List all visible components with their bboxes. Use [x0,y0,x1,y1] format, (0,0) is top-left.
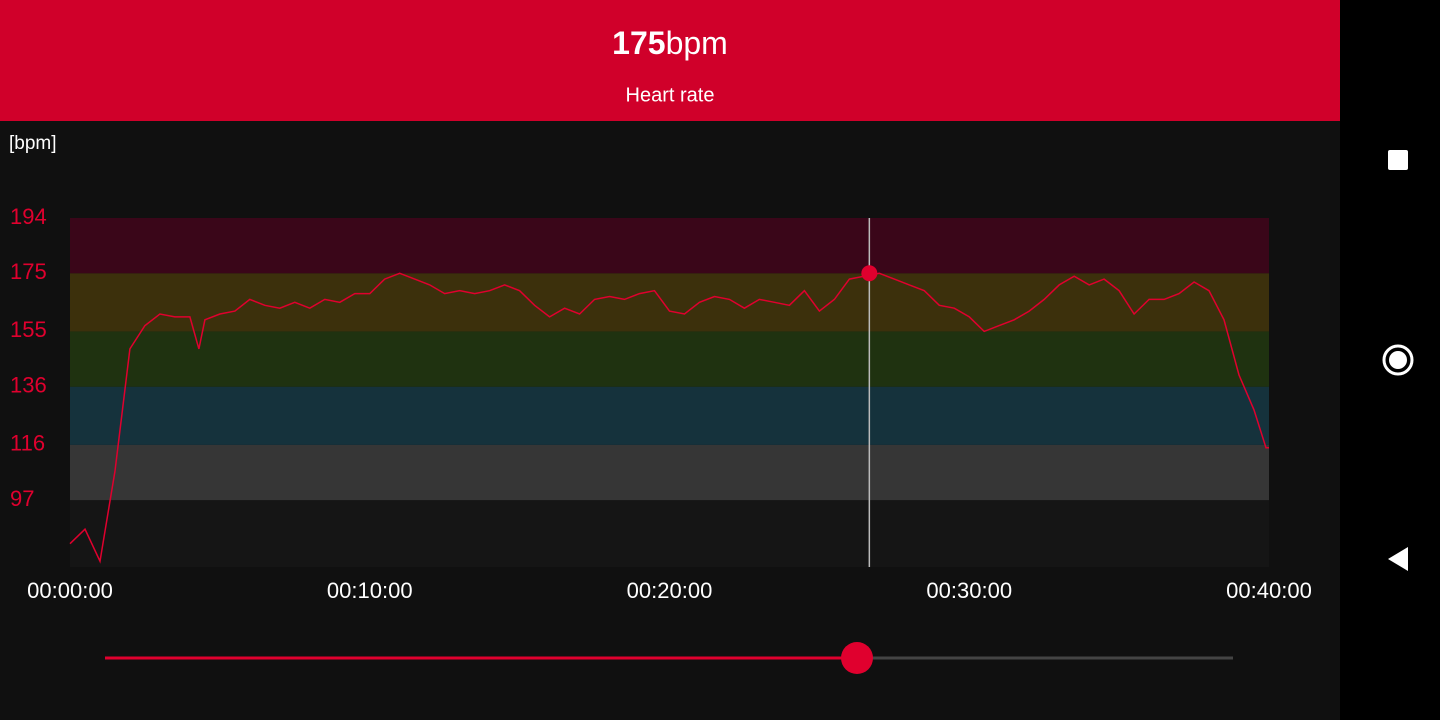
zone-band [70,331,1269,387]
header [0,0,1340,121]
y-axis-label: [bpm] [9,133,57,154]
home-button-inner [1389,351,1407,369]
y-tick-label: 175 [10,259,47,284]
x-tick-label: 00:40:00 [1226,578,1312,603]
home-button[interactable] [1382,344,1414,376]
y-tick-label: 116 [10,431,45,456]
y-tick-label: 97 [10,486,34,511]
x-tick-label: 00:20:00 [627,578,713,603]
zone-band [70,273,1269,332]
cursor-point [861,265,878,282]
zone-band [70,218,1269,274]
current-value: 175bpm [612,25,728,61]
y-tick-label: 194 [10,204,47,229]
unit: bpm [666,25,728,61]
recents-button[interactable] [1388,150,1408,170]
zone-band [70,386,1269,445]
zone-band [70,444,1269,501]
y-tick-label: 136 [10,372,47,397]
metric-label: Heart rate [626,84,715,106]
heart-rate-line [69,272,1269,564]
value: 175 [612,25,665,61]
x-tick-label: 00:30:00 [926,578,1012,603]
x-tick-label: 00:10:00 [327,578,413,603]
back-button[interactable] [1388,547,1408,571]
y-tick-label: 155 [10,317,47,342]
slider-thumb[interactable] [841,642,873,674]
x-tick-label: 00:00:00 [27,578,113,603]
